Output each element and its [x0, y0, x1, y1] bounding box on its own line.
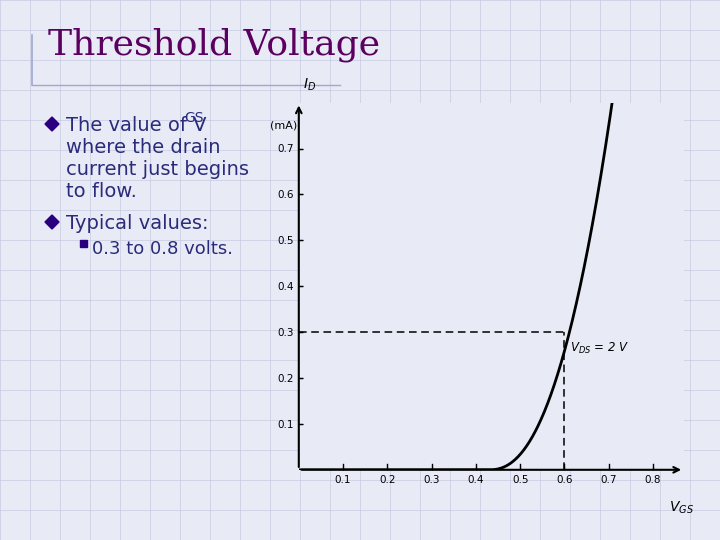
Text: $V_{DS}$ = 2 V: $V_{DS}$ = 2 V	[570, 341, 629, 356]
Polygon shape	[45, 117, 59, 131]
Bar	[80, 240, 87, 247]
Text: Typical values:: Typical values:	[66, 214, 209, 233]
Text: (mA): (mA)	[270, 121, 297, 131]
Text: $I_D$: $I_D$	[303, 77, 316, 93]
Polygon shape	[45, 215, 59, 229]
Text: 0.3 to 0.8 volts.: 0.3 to 0.8 volts.	[92, 240, 233, 258]
Text: The value of V: The value of V	[66, 116, 207, 135]
Text: Threshold Voltage: Threshold Voltage	[48, 28, 380, 63]
Text: GS: GS	[184, 111, 204, 125]
Text: to flow.: to flow.	[66, 182, 137, 201]
Text: $V_{GS}$: $V_{GS}$	[670, 500, 694, 516]
Text: where the drain: where the drain	[66, 138, 220, 157]
Text: current just begins: current just begins	[66, 160, 249, 179]
